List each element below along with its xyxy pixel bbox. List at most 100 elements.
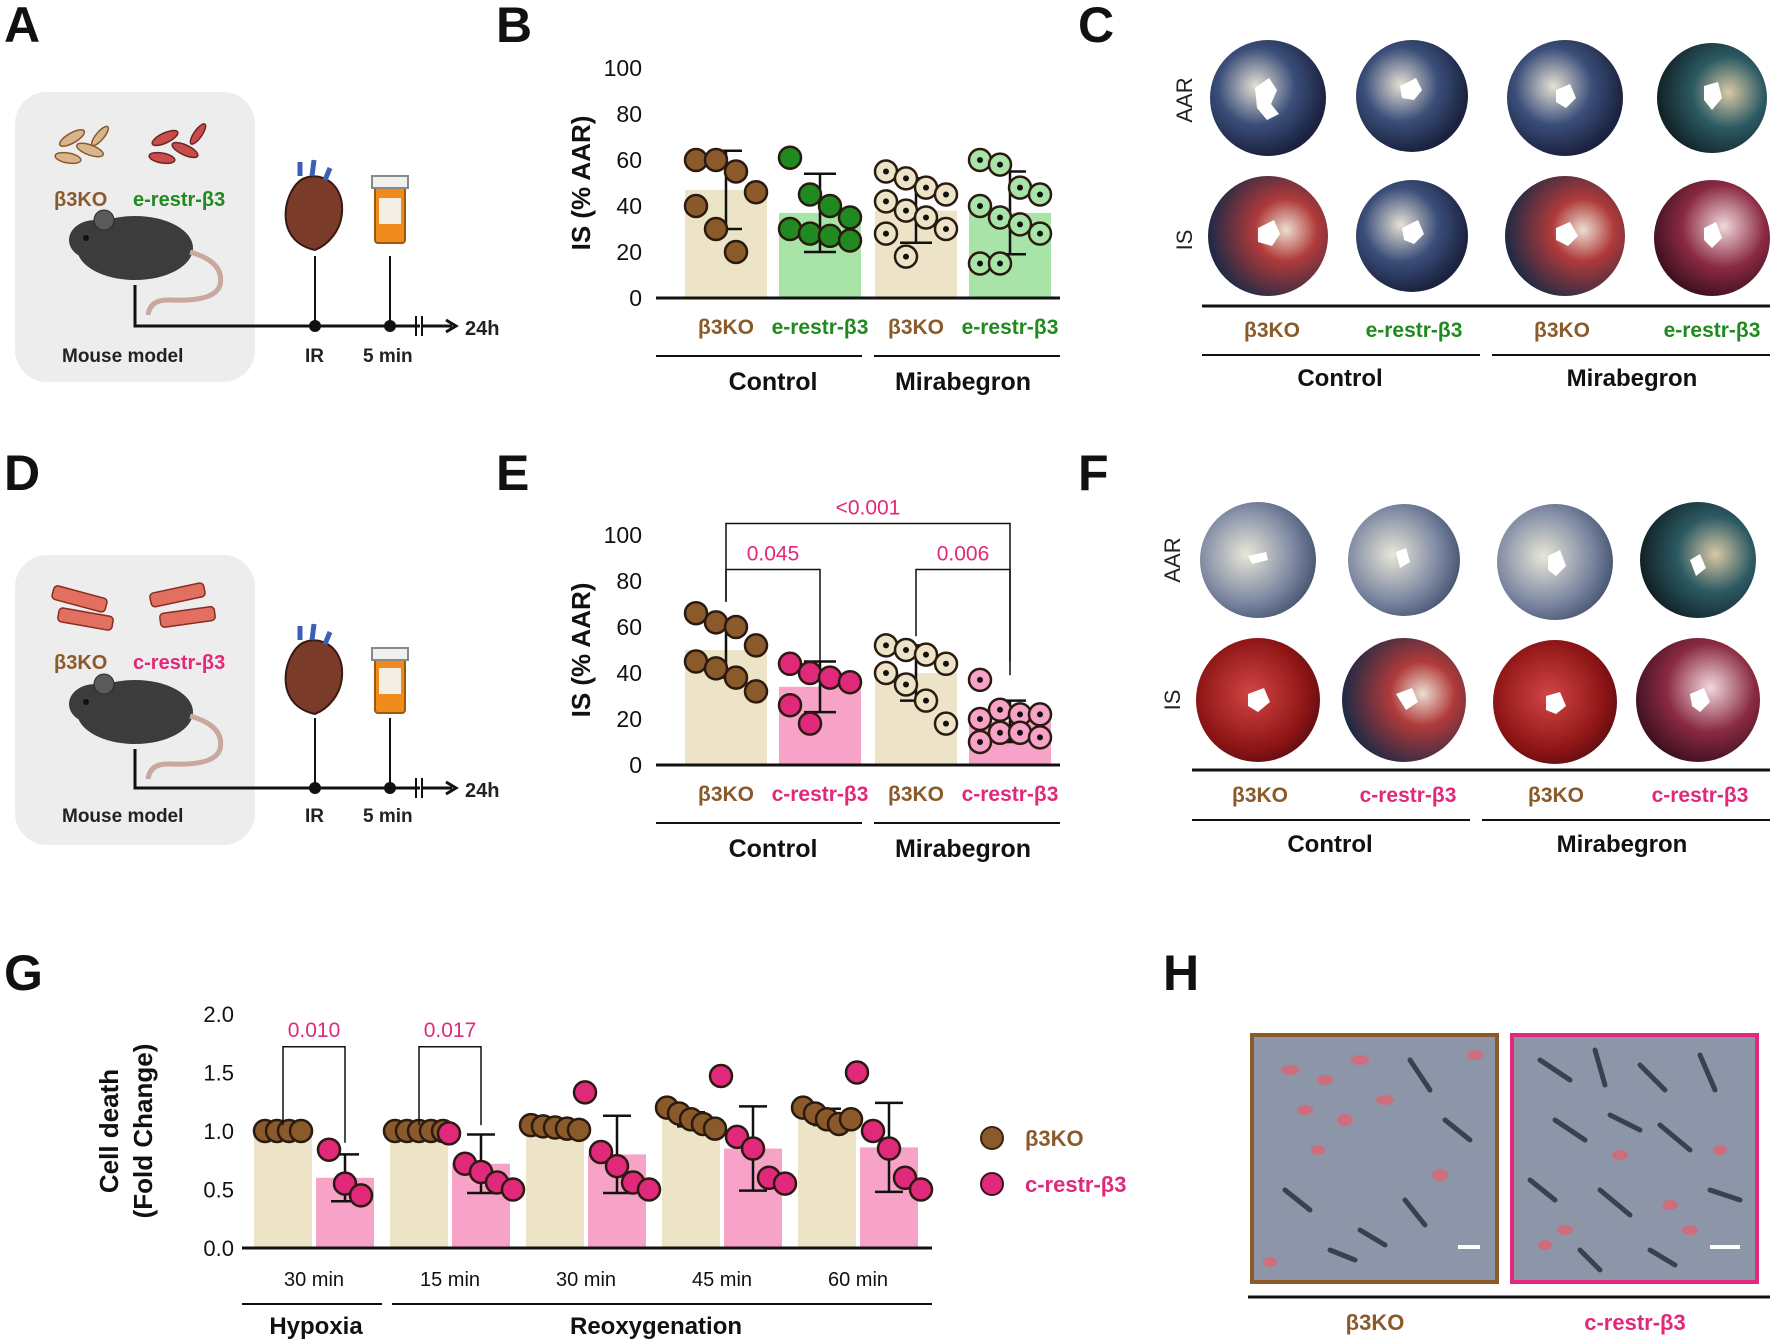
y-tick-label: 40 [616, 193, 642, 219]
panel-label-a: A [4, 0, 40, 53]
x-tick-label: 45 min [692, 1269, 752, 1291]
data-point [838, 1107, 864, 1132]
cardiomyocyte-icon-group [51, 582, 216, 631]
data-point-dot [977, 716, 983, 722]
panel-label-e: E [496, 445, 529, 501]
data-point [288, 1118, 314, 1144]
data-point-dot [883, 230, 889, 237]
data-point [743, 633, 769, 658]
group-label: Reoxygenation [570, 1313, 742, 1340]
data-point-dot [977, 739, 983, 745]
data-point [723, 239, 749, 265]
chart-e: 0 20 40 60 80 100 IS (% AAR) β3KO c-restr-β3 β3KO… [566, 497, 1060, 863]
data-point-dot [997, 161, 1003, 168]
data-point-dot [977, 260, 983, 267]
data-point [566, 1117, 592, 1143]
group-label: Mirabegron [895, 835, 1031, 863]
y-tick-label: 40 [616, 660, 642, 686]
data-point [572, 1080, 598, 1105]
data-point-dot [1017, 184, 1023, 191]
data-point-dot [903, 253, 909, 260]
data-point [683, 147, 709, 173]
significance-bracket [725, 568, 821, 662]
bar [798, 1116, 856, 1248]
row-label-aar: AAR [1172, 77, 1197, 122]
y-tick-label: 60 [616, 147, 642, 173]
data-point [708, 1063, 734, 1089]
y-tick-label: 100 [604, 522, 642, 548]
heart-section-images [1208, 40, 1770, 296]
y-axis-title: IS (% AAR) [566, 116, 596, 251]
x-tick-label: e-restr-β3 [962, 316, 1059, 339]
data-point [743, 679, 769, 704]
x-tick-label: β3KO [698, 783, 754, 806]
pill-bottle-icon [371, 175, 409, 244]
data-point [723, 159, 749, 184]
significance-bracket [418, 1046, 482, 1126]
data-point-dot [1017, 729, 1023, 736]
data-point-dot [1037, 711, 1043, 718]
panel-label-g: G [4, 945, 43, 1001]
x-tick-label: 60 min [828, 1269, 888, 1291]
panel-label-d: D [4, 445, 40, 501]
x-tick-label: e-restr-β3 [772, 316, 869, 339]
mouse-icon [69, 209, 224, 316]
timeline-ir: IR [305, 346, 324, 367]
data-point-dot [1037, 734, 1043, 741]
data-point [723, 614, 749, 640]
bar [526, 1127, 584, 1248]
data-point-dot [943, 226, 949, 232]
data-point-dot [903, 207, 909, 214]
data-point-dot [943, 191, 949, 198]
data-point [500, 1177, 526, 1202]
bar [390, 1131, 448, 1248]
data-point [817, 223, 843, 249]
column-label: c-restr-β3 [1360, 784, 1457, 807]
data-point-dot [1017, 711, 1023, 718]
data-point [436, 1121, 462, 1146]
data-point [348, 1183, 374, 1208]
data-point [837, 669, 863, 695]
data-point [837, 205, 863, 230]
data-point-dot [903, 681, 909, 688]
panel-f: AAR IS β3KO c-restr-β3 β3KO c-restr-β3 [1160, 502, 1770, 858]
data-point [604, 1153, 630, 1179]
group-label: Control [729, 368, 818, 396]
x-tick-label: 30 min [284, 1269, 344, 1291]
data-point [837, 228, 863, 253]
y-tick-label: 0 [629, 752, 642, 778]
data-point-dot [997, 706, 1003, 713]
data-point [702, 1116, 728, 1141]
data-point [703, 216, 729, 242]
data-point-dot [883, 198, 889, 205]
panel-c: AAR IS β3KO e-restr-β3 β3KO e-restr-β3 [1172, 40, 1770, 392]
pill-bottle-icon [371, 647, 409, 714]
column-label: c-restr-β3 [1652, 784, 1749, 807]
data-point-dot [943, 660, 949, 667]
data-point [636, 1177, 662, 1202]
data-point [876, 1136, 902, 1161]
chart-g: 0.0 0.5 1.0 1.5 2.0 Cell death (Fold Change) 30… [94, 1002, 934, 1340]
y-tick-label: 20 [616, 706, 642, 732]
group-label: Control [1297, 365, 1382, 392]
group-label: Hypoxia [269, 1313, 363, 1340]
data-point [860, 1118, 886, 1144]
data-point [772, 1171, 798, 1196]
timeline-24h: 24h [465, 780, 499, 802]
data-point-dot [997, 260, 1003, 267]
y-axis-title: (Fold Change) [128, 1044, 158, 1219]
data-point-dot [903, 647, 909, 653]
data-point [316, 1137, 342, 1162]
data-point-dot [923, 697, 929, 704]
data-point-dot [923, 214, 929, 221]
data-point [723, 665, 749, 690]
x-tick-label: β3KO [698, 316, 754, 339]
data-point [703, 147, 729, 173]
p-value-label: 0.017 [424, 1019, 477, 1042]
y-tick-label: 80 [616, 568, 642, 594]
mouse-icon [69, 673, 224, 780]
legend-marker-crestr [980, 1172, 1004, 1196]
mouse-model-label: Mouse model [62, 806, 183, 827]
group-label: Mirabegron [1567, 365, 1698, 392]
y-tick-label: 100 [604, 55, 642, 81]
